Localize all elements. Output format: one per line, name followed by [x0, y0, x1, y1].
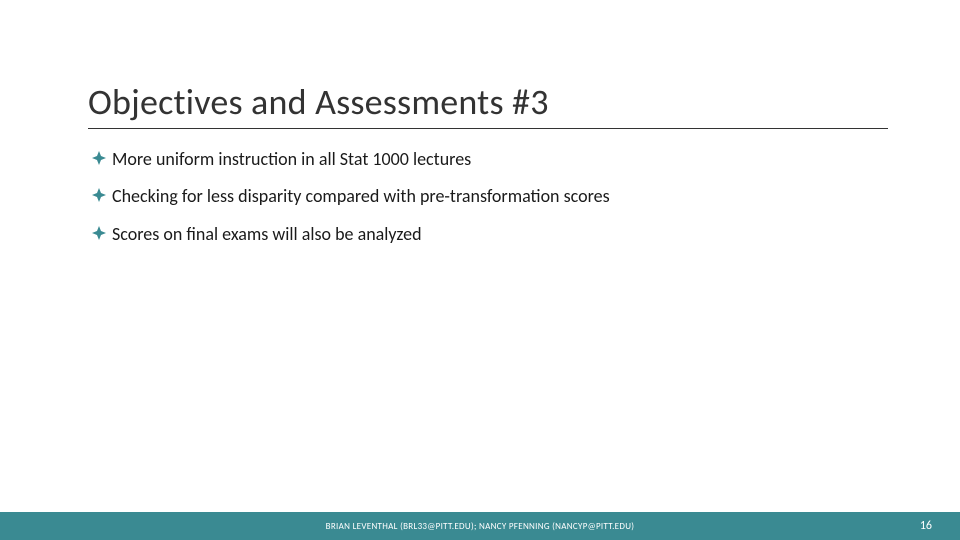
footer-text: BRIAN LEVENTHAL (BRL33@PITT.EDU); NANCY …: [326, 521, 635, 532]
bullet-item: Checking for less disparity compared wit…: [92, 185, 872, 208]
diamond-bullet-icon: [92, 226, 106, 240]
page-number: 16: [920, 519, 932, 533]
diamond-bullet-icon: [92, 151, 106, 165]
slide: Objectives and Assessments #3 More unifo…: [0, 0, 960, 540]
bullet-list: More uniform instruction in all Stat 100…: [92, 148, 872, 260]
bullet-item: Scores on final exams will also be analy…: [92, 223, 872, 246]
bullet-text: Scores on final exams will also be analy…: [112, 223, 422, 246]
bullet-text: Checking for less disparity compared wit…: [112, 185, 610, 208]
footer-bar: BRIAN LEVENTHAL (BRL33@PITT.EDU); NANCY …: [0, 512, 960, 540]
bullet-item: More uniform instruction in all Stat 100…: [92, 148, 872, 171]
slide-title: Objectives and Assessments #3: [88, 80, 888, 129]
diamond-bullet-icon: [92, 188, 106, 202]
bullet-text: More uniform instruction in all Stat 100…: [112, 148, 471, 171]
